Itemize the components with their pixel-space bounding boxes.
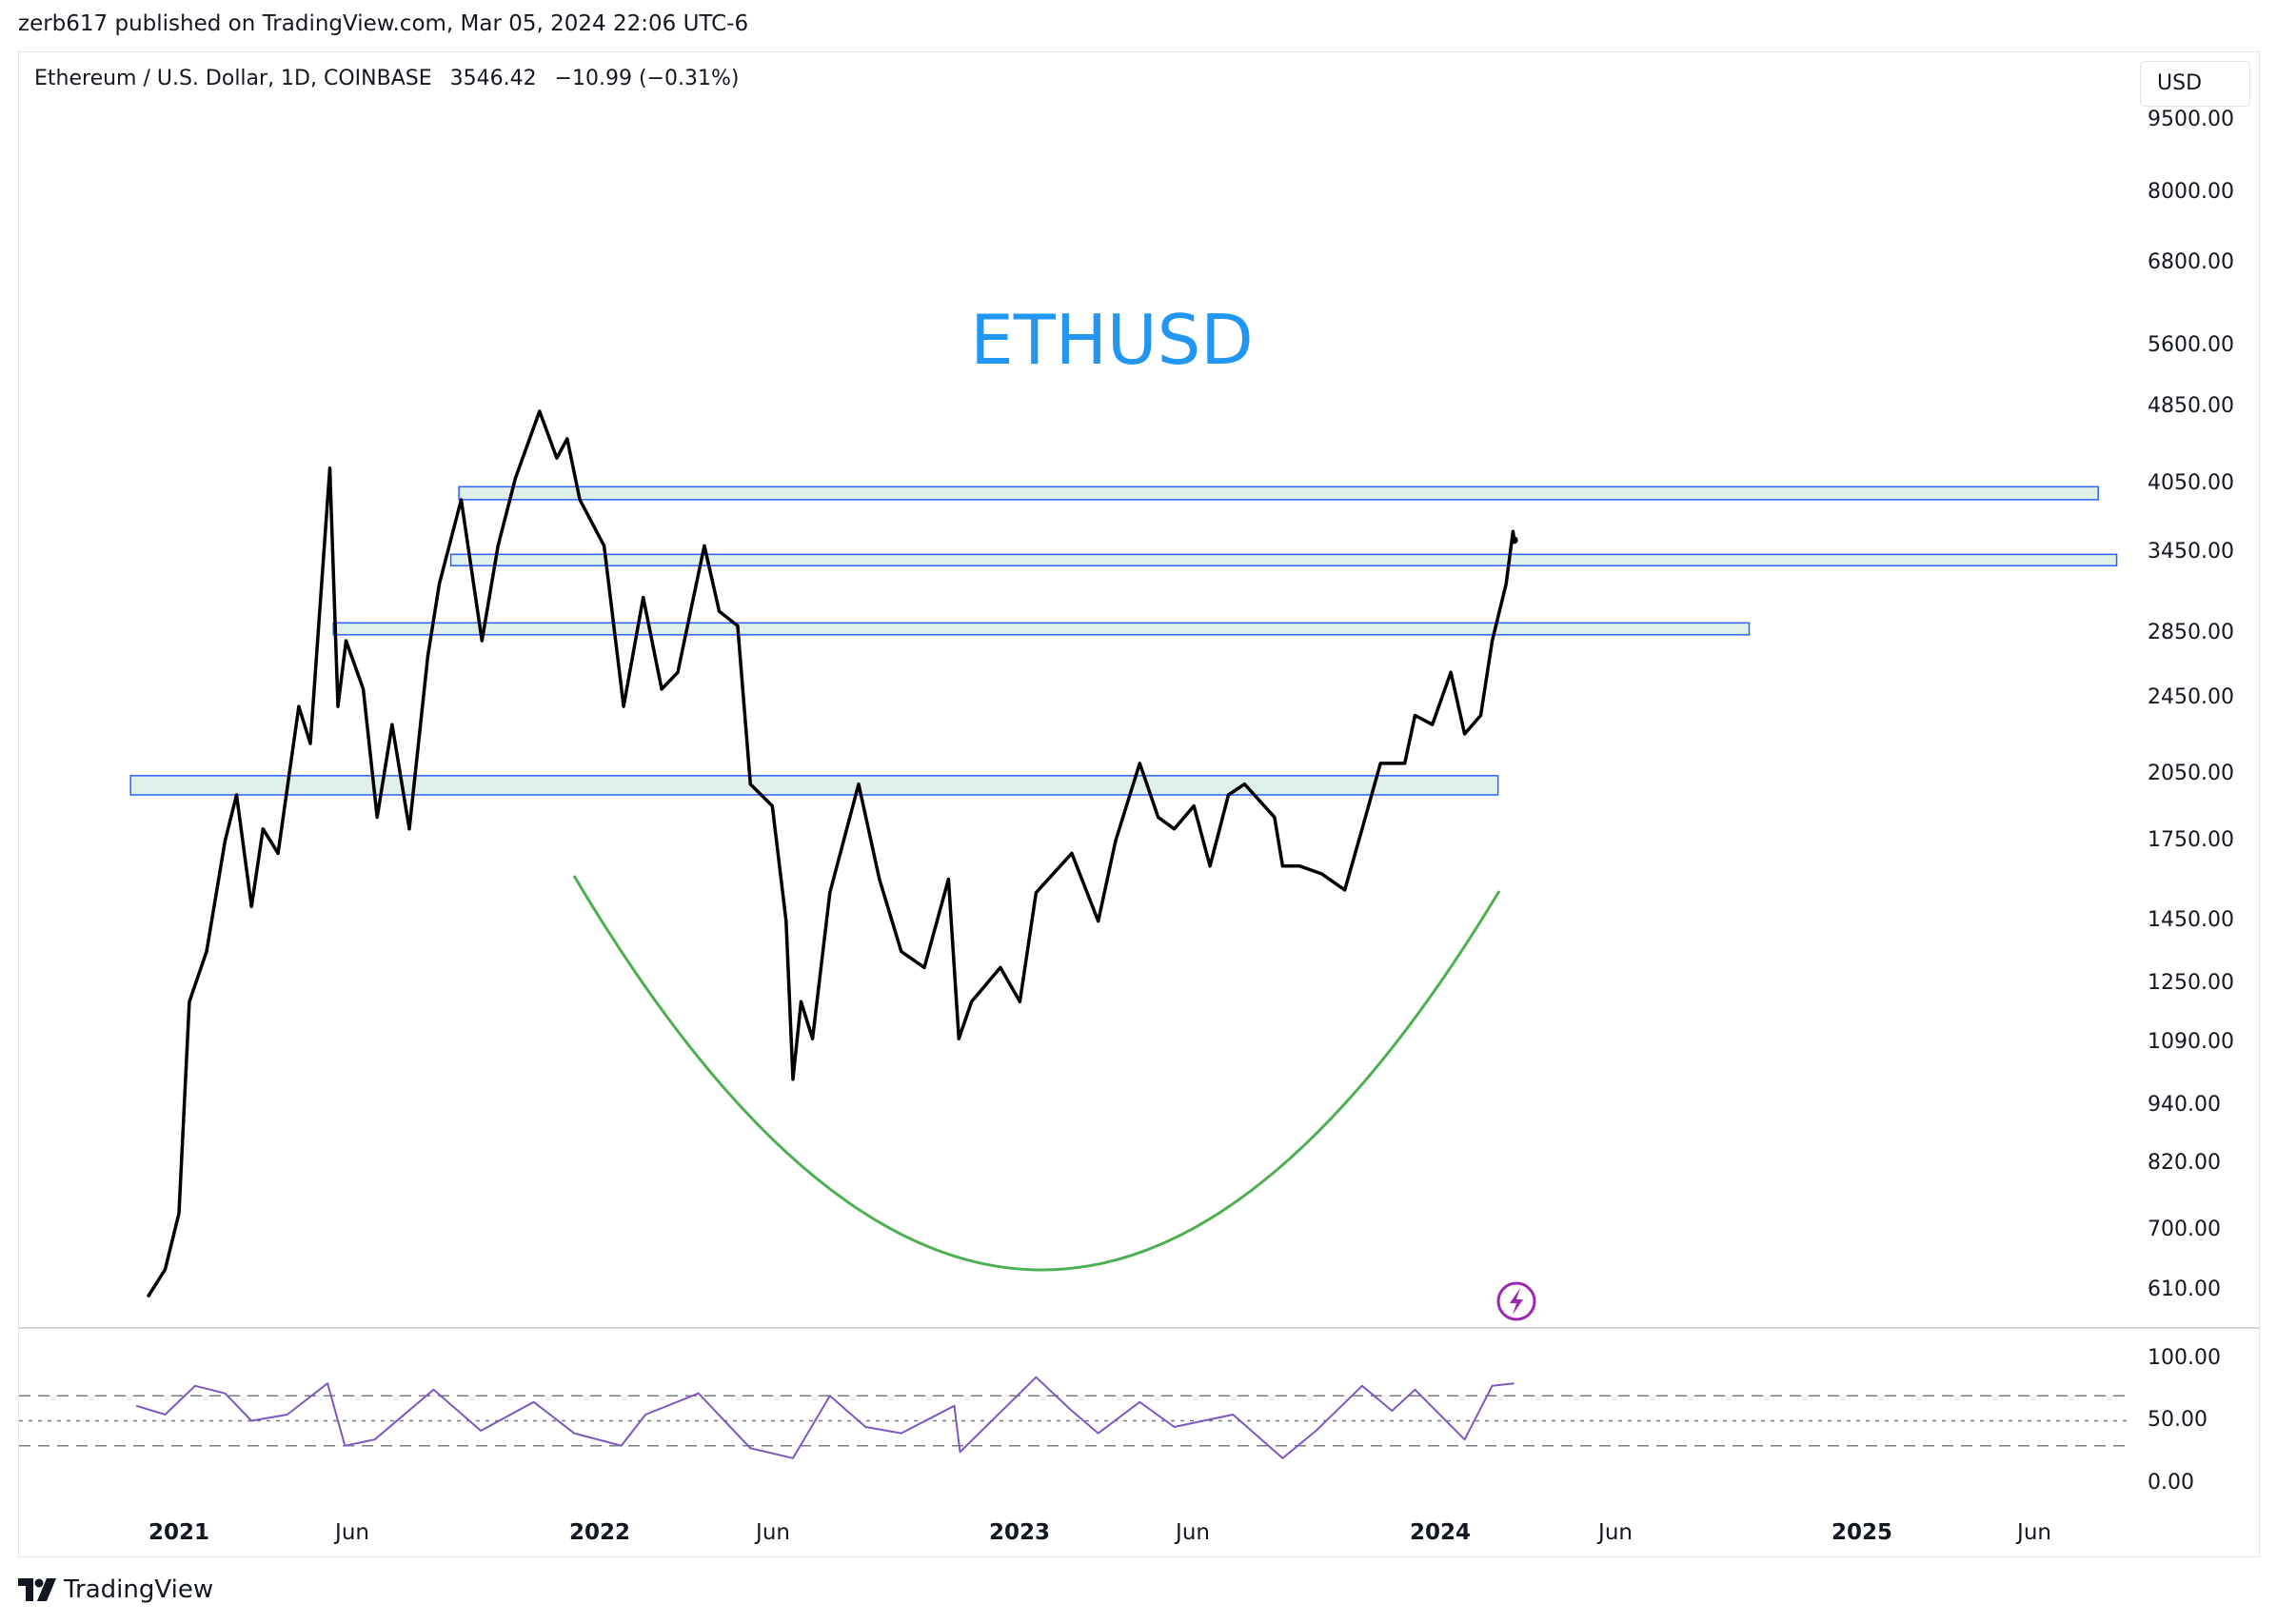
time-axis-label: 2021 <box>148 1520 210 1545</box>
rsi-line[interactable] <box>135 1376 1515 1459</box>
time-axis-label: 2023 <box>988 1520 1051 1545</box>
price-axis-label: 2450.00 <box>2148 685 2234 709</box>
time-axis-label: Jun <box>335 1520 369 1545</box>
zone-rect[interactable] <box>332 622 1751 636</box>
zone-rect[interactable] <box>129 775 1499 796</box>
tradingview-logo[interactable]: TradingView <box>18 1575 213 1604</box>
price-axis-label: 3450.00 <box>2148 540 2234 564</box>
publish-line: zerb617 published on TradingView.com, Ma… <box>18 11 749 36</box>
price-axis-label: 940.00 <box>2148 1093 2221 1117</box>
price-series-line[interactable] <box>146 409 1516 1298</box>
symbol-legend: Ethereum / U.S. Dollar, 1D, COINBASE 354… <box>34 67 740 90</box>
rsi-axis-label: 0.00 <box>2148 1471 2194 1495</box>
rsi-panel <box>19 1376 2128 1459</box>
chart-frame <box>18 51 2260 1557</box>
price-axis-label: 1750.00 <box>2148 828 2234 852</box>
brand-name: TradingView <box>64 1575 214 1604</box>
price-axis-label: 2850.00 <box>2148 621 2234 644</box>
time-axis-label: Jun <box>756 1520 790 1545</box>
rounding-bottom-curve[interactable] <box>572 875 1501 1272</box>
price-axis-label: 9500.00 <box>2148 108 2234 131</box>
price-axis-label: 5600.00 <box>2148 333 2234 357</box>
price-layer <box>146 409 1518 1298</box>
rsi-axis-label: 100.00 <box>2148 1346 2221 1370</box>
price-axis-label: 700.00 <box>2148 1218 2221 1241</box>
curve-layer <box>572 875 1501 1272</box>
price-axis-label: 4850.00 <box>2148 394 2234 418</box>
currency-button[interactable]: USD <box>2140 61 2250 107</box>
price-change: −10.99 (−0.31%) <box>554 67 740 90</box>
rsi-axis-label: 50.00 <box>2148 1408 2208 1432</box>
price-axis-label: 4050.00 <box>2148 471 2234 495</box>
zone-rect[interactable] <box>449 553 2118 566</box>
zones-layer <box>129 485 2118 796</box>
zone-rect[interactable] <box>458 485 2099 501</box>
price-axis-label: 8000.00 <box>2148 180 2234 204</box>
price-axis-label: 1250.00 <box>2148 971 2234 995</box>
chart-title: ETHUSD <box>970 300 1253 380</box>
price-axis-label: 6800.00 <box>2148 250 2234 274</box>
lightning-icon[interactable] <box>1496 1281 1536 1321</box>
time-axis-label: Jun <box>2017 1520 2051 1545</box>
time-axis-label: 2024 <box>1409 1520 1472 1545</box>
price-axis-label: 2050.00 <box>2148 762 2234 785</box>
time-axis-label: 2022 <box>568 1520 631 1545</box>
price-axis-label: 610.00 <box>2148 1277 2221 1301</box>
time-axis-label: Jun <box>1176 1520 1210 1545</box>
last-price: 3546.42 <box>449 67 537 90</box>
price-axis-label: 1090.00 <box>2148 1030 2234 1054</box>
price-axis-label: 1450.00 <box>2148 908 2234 932</box>
symbol-name: Ethereum / U.S. Dollar, 1D, COINBASE <box>34 67 432 90</box>
time-axis-label: Jun <box>1598 1520 1633 1545</box>
tradingview-logo-icon <box>18 1578 56 1601</box>
last-price-dot <box>1510 536 1518 545</box>
time-axis-label: 2025 <box>1831 1520 1893 1545</box>
price-axis-label: 820.00 <box>2148 1151 2221 1175</box>
